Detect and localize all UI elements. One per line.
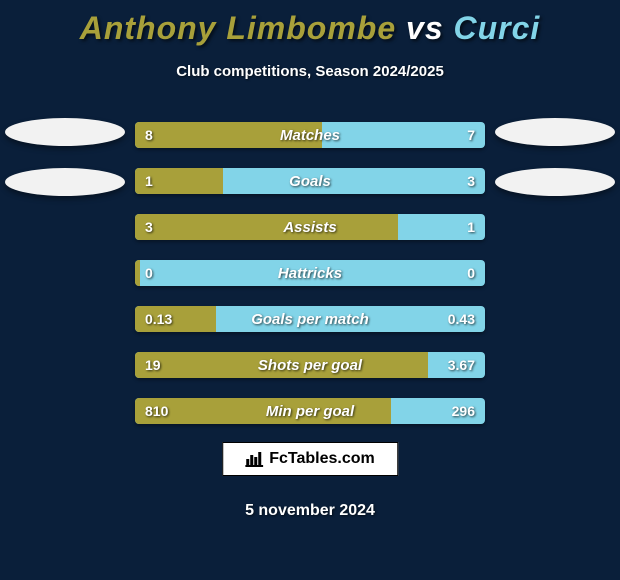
stat-bar-left [135,168,223,194]
avatar-placeholder [495,168,615,196]
title-player1: Anthony Limbombe [80,10,396,46]
stat-row: 810296Min per goal [135,398,485,424]
brand-badge[interactable]: FcTables.com [222,442,398,476]
avatar-placeholder [5,168,125,196]
stat-row: 31Assists [135,214,485,240]
date-line: 5 november 2024 [0,502,620,520]
stat-bar-left [135,214,398,240]
chart-icon [245,451,263,467]
stat-bar-right [135,260,485,286]
avatar-column-left [0,118,130,218]
stat-row: 13Goals [135,168,485,194]
avatar-placeholder [5,118,125,146]
avatar-column-right [490,118,620,218]
stat-row: 0.130.43Goals per match [135,306,485,332]
stat-row: 87Matches [135,122,485,148]
stat-row: 193.67Shots per goal [135,352,485,378]
stat-bars: 87Matches 13Goals 31Assists 00Hattricks 0.13… [135,122,485,444]
chart-area: 87Matches 13Goals 31Assists 00Hattricks 0.13… [0,100,620,460]
stat-row: 00Hattricks [135,260,485,286]
brand-text: FcTables.com [269,450,375,468]
stat-bar-left [135,122,322,148]
stat-bar-left [135,260,140,286]
subtitle: Club competitions, Season 2024/2025 [0,63,620,80]
stat-bar-left [135,306,216,332]
title-vs: vs [406,10,444,46]
comparison-card: Anthony Limbombe vs Curci Club competiti… [0,0,620,580]
avatar-placeholder [495,118,615,146]
title-player2: Curci [454,10,541,46]
stat-bar-left [135,398,391,424]
page-title: Anthony Limbombe vs Curci [0,0,620,47]
stat-bar-left [135,352,428,378]
